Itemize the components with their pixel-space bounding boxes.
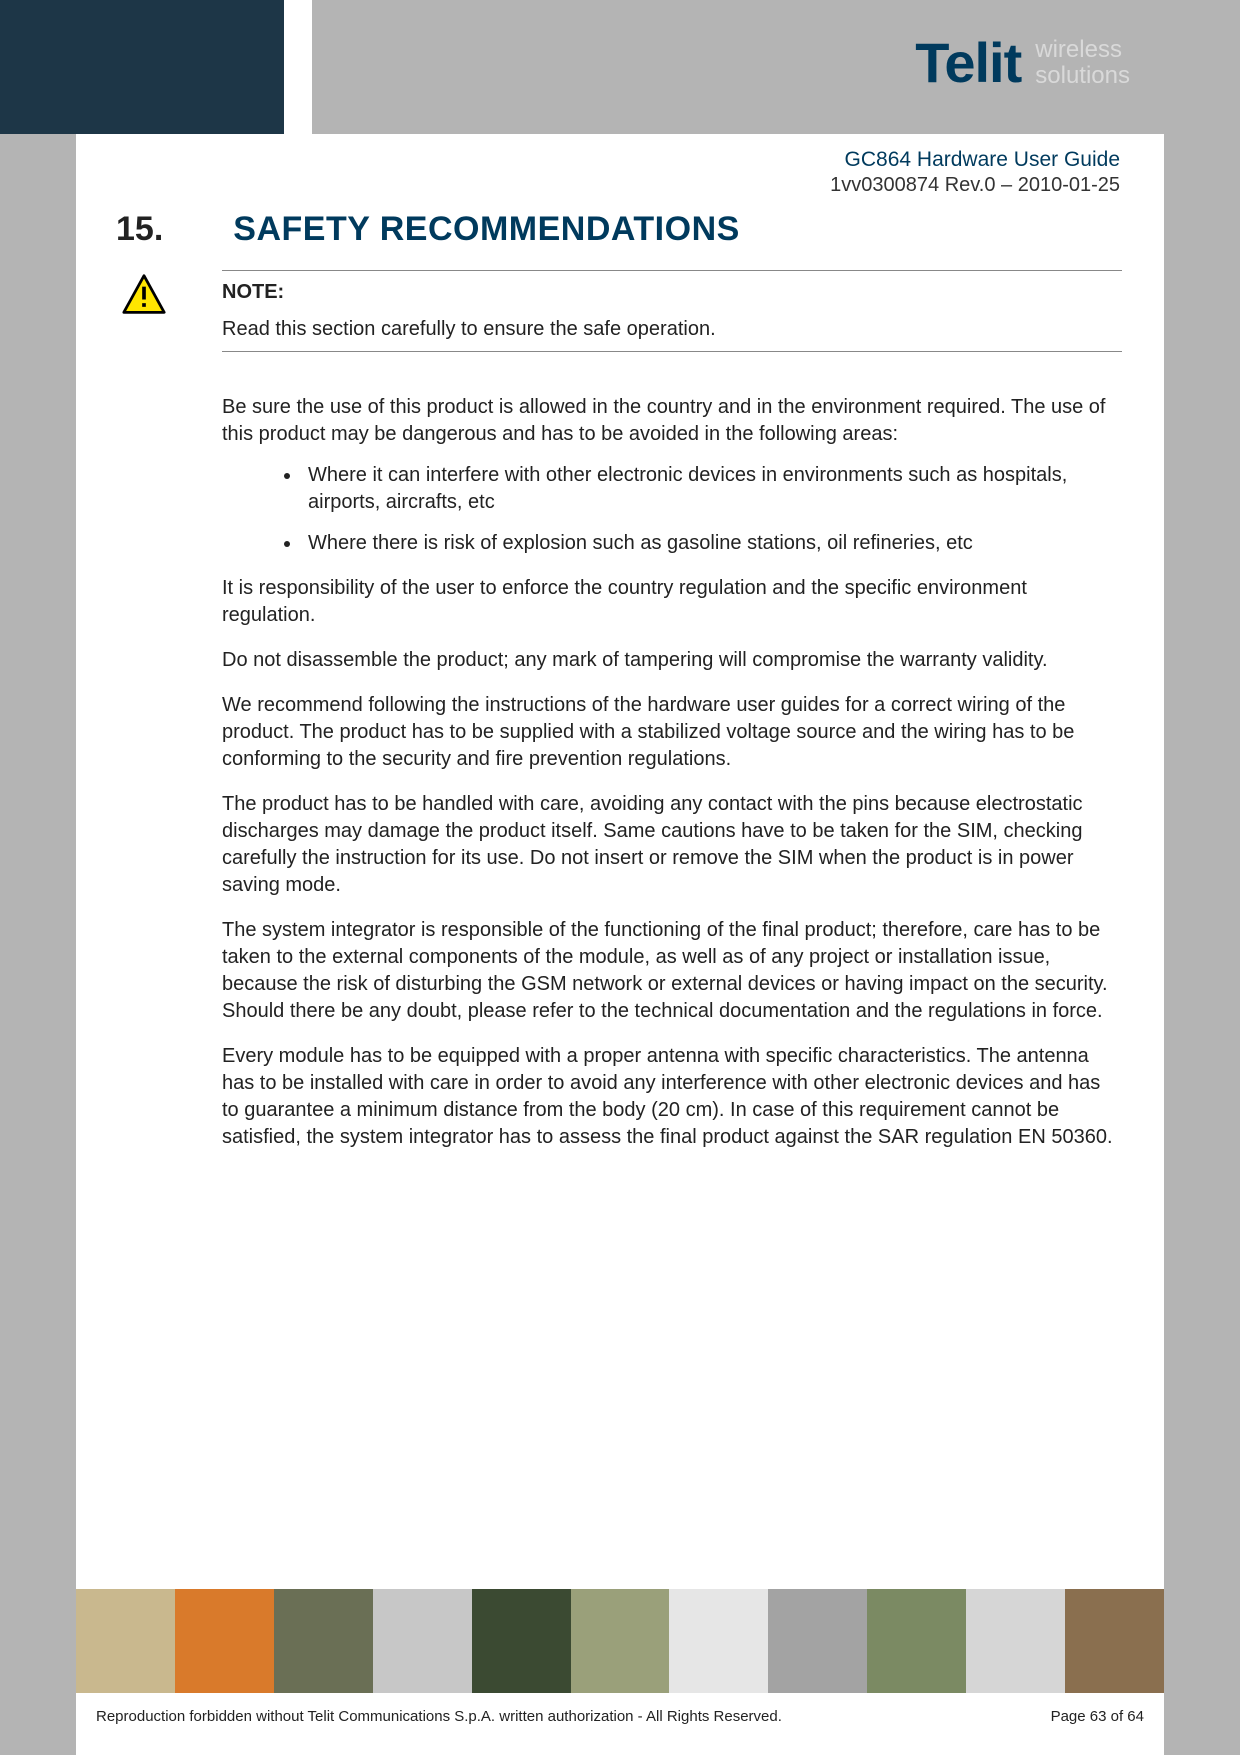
footer-tile bbox=[373, 1589, 472, 1693]
footer-tile bbox=[571, 1589, 670, 1693]
document-revision: 1vv0300874 Rev.0 – 2010-01-25 bbox=[830, 174, 1120, 197]
note-label: NOTE: bbox=[222, 279, 1122, 306]
brand-tagline-line1: wireless bbox=[1035, 37, 1130, 62]
body-paragraph: The product has to be handled with care,… bbox=[222, 791, 1122, 899]
body-paragraph: The system integrator is responsible of … bbox=[222, 917, 1122, 1025]
note-rule-top bbox=[222, 270, 1122, 271]
header-dark-block bbox=[0, 0, 284, 134]
footer-line: Reproduction forbidden without Telit Com… bbox=[96, 1708, 1144, 1725]
footer-tile bbox=[76, 1589, 175, 1693]
header-gap bbox=[284, 0, 312, 134]
note-rule-bottom bbox=[222, 351, 1122, 352]
brand-tagline-line2: solutions bbox=[1035, 63, 1130, 88]
footer-tile bbox=[966, 1589, 1065, 1693]
footer-image-strip bbox=[76, 1589, 1164, 1693]
body-paragraph: Every module has to be equipped with a p… bbox=[222, 1043, 1122, 1151]
list-item: Where there is risk of explosion such as… bbox=[302, 530, 1122, 557]
document-title: GC864 Hardware User Guide bbox=[830, 148, 1120, 172]
footer-copyright: Reproduction forbidden without Telit Com… bbox=[96, 1708, 782, 1725]
body-paragraph: Do not disassemble the product; any mark… bbox=[222, 647, 1122, 674]
footer-tile bbox=[768, 1589, 867, 1693]
brand-logo: Telit wireless solutions bbox=[915, 30, 1130, 95]
note-text: Read this section carefully to ensure th… bbox=[222, 316, 1122, 343]
header-band: Telit wireless solutions bbox=[0, 0, 1240, 134]
footer-tile bbox=[867, 1589, 966, 1693]
document-meta: GC864 Hardware User Guide 1vv0300874 Rev… bbox=[830, 148, 1120, 197]
content-column: NOTE: Read this section carefully to ens… bbox=[222, 262, 1122, 1151]
brand-name: Telit bbox=[915, 30, 1021, 95]
body-paragraph: Be sure the use of this product is allow… bbox=[222, 394, 1122, 448]
list-item: Where it can interfere with other electr… bbox=[302, 462, 1122, 516]
body-paragraph: It is responsibility of the user to enfo… bbox=[222, 575, 1122, 629]
brand-tagline: wireless solutions bbox=[1035, 37, 1130, 87]
section-heading: 15. SAFETY RECOMMENDATIONS bbox=[116, 210, 740, 249]
footer-tile bbox=[669, 1589, 768, 1693]
warning-icon bbox=[122, 272, 166, 316]
footer-page-number: Page 63 of 64 bbox=[1051, 1708, 1144, 1725]
section-title: SAFETY RECOMMENDATIONS bbox=[233, 210, 740, 249]
body-paragraph: We recommend following the instructions … bbox=[222, 692, 1122, 773]
footer-tile bbox=[1065, 1589, 1164, 1693]
footer-tile bbox=[175, 1589, 274, 1693]
footer-tile bbox=[472, 1589, 571, 1693]
header-gray-block: Telit wireless solutions bbox=[312, 0, 1240, 134]
footer-tile bbox=[274, 1589, 373, 1693]
section-number: 15. bbox=[116, 210, 163, 249]
bullet-list: Where it can interfere with other electr… bbox=[302, 462, 1122, 557]
